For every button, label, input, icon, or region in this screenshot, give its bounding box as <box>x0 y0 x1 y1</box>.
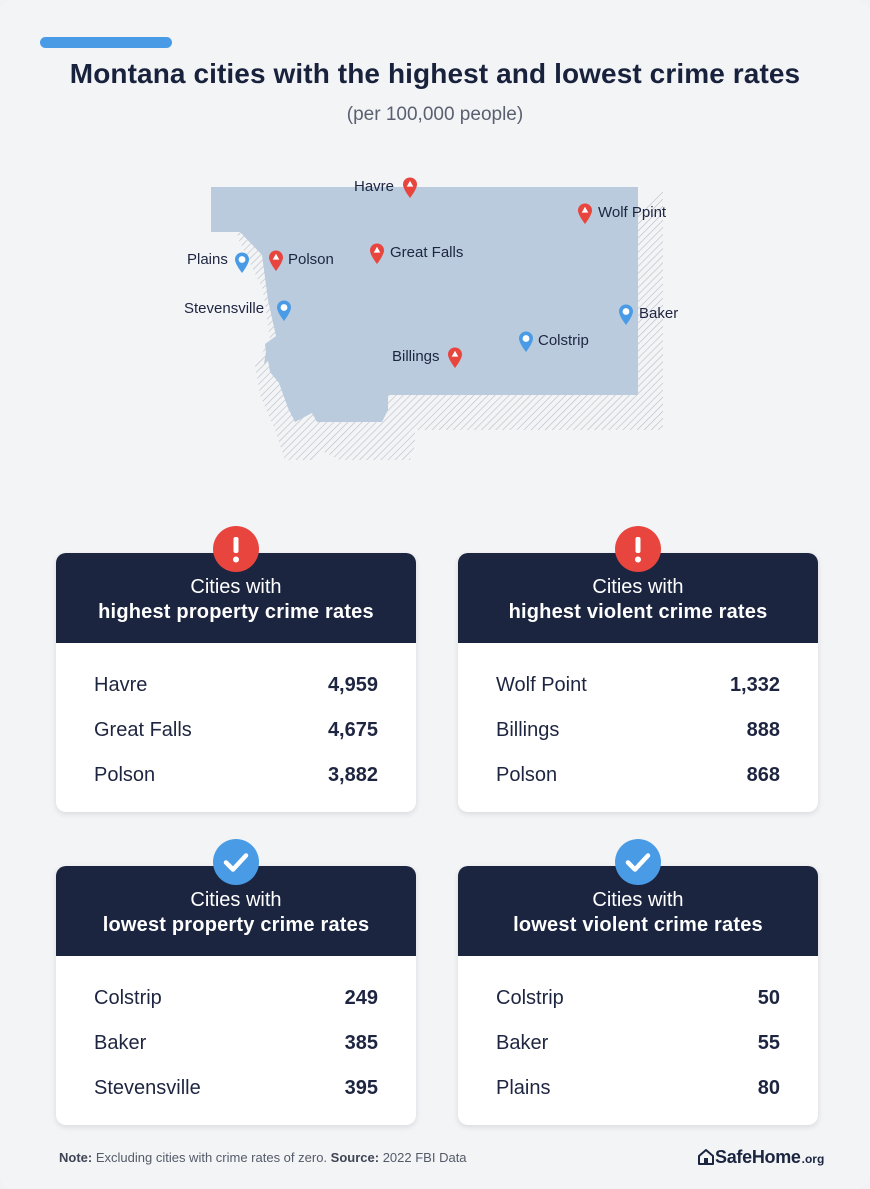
source-text: 2022 FBI Data <box>382 1150 467 1165</box>
map-city-label: Havre <box>354 178 395 195</box>
alert-icon <box>615 526 661 572</box>
table-row: Wolf Point 1,332 <box>496 663 780 708</box>
alert-pin-icon <box>578 203 592 224</box>
crime-rate-card: Cities with lowest violent crime rates Col… <box>458 839 818 1125</box>
card-heading-line2: lowest violent crime rates <box>513 914 763 936</box>
map-city-label: Baker <box>639 305 679 322</box>
check-pin-icon <box>519 331 533 352</box>
logo-word: SafeHome <box>715 1146 801 1167</box>
table-row: Colstrip 50 <box>496 976 780 1021</box>
footer-note: Note: Excluding cities with crime rates … <box>59 1150 467 1165</box>
check-icon <box>213 839 259 885</box>
crime-rate-value: 3,882 <box>327 764 378 786</box>
card-rows: Havre 4,959 Great Falls 4,675 Polson 3,882 <box>56 643 416 798</box>
city-name: Stevensville <box>94 1077 201 1099</box>
crime-rate-card: Cities with lowest property crime rates Co… <box>56 839 416 1125</box>
table-row: Colstrip 249 <box>94 976 378 1021</box>
check-pin-icon <box>235 252 249 273</box>
card-heading-line1: Cities with <box>190 889 282 911</box>
table-row: Polson 3,882 <box>94 753 378 798</box>
crime-rate-card: Cities with highest property crime rates H… <box>56 526 416 812</box>
page-subtitle: (per 100,000 people) <box>346 104 524 125</box>
crime-rate-value: 4,675 <box>327 719 378 741</box>
city-name: Havre <box>94 674 148 696</box>
check-icon <box>615 839 661 885</box>
city-name: Baker <box>496 1032 549 1054</box>
card-heading-line2: highest violent crime rates <box>508 601 768 623</box>
crime-rate-value: 249 <box>344 987 378 1009</box>
page-title: Montana cities with the highest and lowe… <box>69 58 801 89</box>
table-row: Billings 888 <box>496 708 780 753</box>
map-city-label: Stevensville <box>184 300 265 317</box>
check-pin-icon <box>619 304 633 325</box>
city-name: Colstrip <box>496 987 564 1009</box>
card-heading-line1: Cities with <box>190 576 282 598</box>
alert-pin-icon <box>370 243 384 264</box>
map-city-label: Plains <box>187 251 228 268</box>
house-icon <box>698 1149 714 1165</box>
map-city-label: Polson <box>288 251 334 268</box>
city-name: Baker <box>94 1032 147 1054</box>
table-row: Great Falls 4,675 <box>94 708 378 753</box>
city-name: Colstrip <box>94 987 162 1009</box>
city-name: Wolf Point <box>496 674 587 696</box>
map-city-label: Wolf Ppint <box>598 204 667 221</box>
table-row: Plains 80 <box>496 1066 780 1111</box>
crime-rate-value: 385 <box>344 1032 378 1054</box>
map-state <box>211 187 638 422</box>
alert-icon <box>213 526 259 572</box>
crime-rate-value: 50 <box>757 987 780 1009</box>
card-heading-line2: highest property crime rates <box>98 601 374 623</box>
montana-map: Havre Wolf Ppint Plains Polson Great Falls St… <box>150 160 710 480</box>
city-name: Great Falls <box>94 719 192 741</box>
city-name: Plains <box>496 1077 551 1099</box>
card-rows: Colstrip 50 Baker 55 Plains 80 <box>458 956 818 1111</box>
table-row: Baker 55 <box>496 1021 780 1066</box>
alert-pin-icon <box>448 347 462 368</box>
card-rows: Wolf Point 1,332 Billings 888 Polson 868 <box>458 643 818 798</box>
safehome-logo: SafeHome .org <box>697 1145 824 1169</box>
city-name: Billings <box>496 719 560 741</box>
crime-rate-value: 80 <box>757 1077 780 1099</box>
table-row: Stevensville 395 <box>94 1066 378 1111</box>
crime-rate-value: 868 <box>746 764 780 786</box>
table-row: Havre 4,959 <box>94 663 378 708</box>
card-rows: Colstrip 249 Baker 385 Stevensville 395 <box>56 956 416 1111</box>
map-city-label: Colstrip <box>538 332 589 349</box>
map-city-label: Great Falls <box>390 244 464 261</box>
city-name: Polson <box>94 764 156 786</box>
table-row: Polson 868 <box>496 753 780 798</box>
crime-rate-value: 1,332 <box>729 674 780 696</box>
logo-tld: .org <box>801 1152 825 1166</box>
card-heading-line2: lowest property crime rates <box>102 914 370 936</box>
city-name: Polson <box>496 764 558 786</box>
crime-rate-value: 55 <box>757 1032 780 1054</box>
table-row: Baker 385 <box>94 1021 378 1066</box>
accent-bar <box>40 37 172 48</box>
crime-rate-card: Cities with highest violent crime rates Wo… <box>458 526 818 812</box>
card-heading-line1: Cities with <box>592 576 684 598</box>
card-heading-line1: Cities with <box>592 889 684 911</box>
card-header: Cities with highest violent crime rates <box>458 553 818 643</box>
alert-pin-icon <box>403 177 417 198</box>
card-header: Cities with lowest property crime rates <box>56 866 416 956</box>
crime-rate-value: 888 <box>746 719 780 741</box>
crime-rate-value: 395 <box>344 1077 378 1099</box>
map-city-label: Billings <box>392 348 440 365</box>
note-label: Note: <box>59 1150 93 1165</box>
note-text: Excluding cities with crime rates of zer… <box>95 1150 328 1165</box>
alert-pin-icon <box>269 250 283 271</box>
crime-rate-value: 4,959 <box>327 674 378 696</box>
check-pin-icon <box>277 300 291 321</box>
source-label: Source: <box>330 1150 380 1165</box>
montana-map-shape <box>211 187 663 460</box>
